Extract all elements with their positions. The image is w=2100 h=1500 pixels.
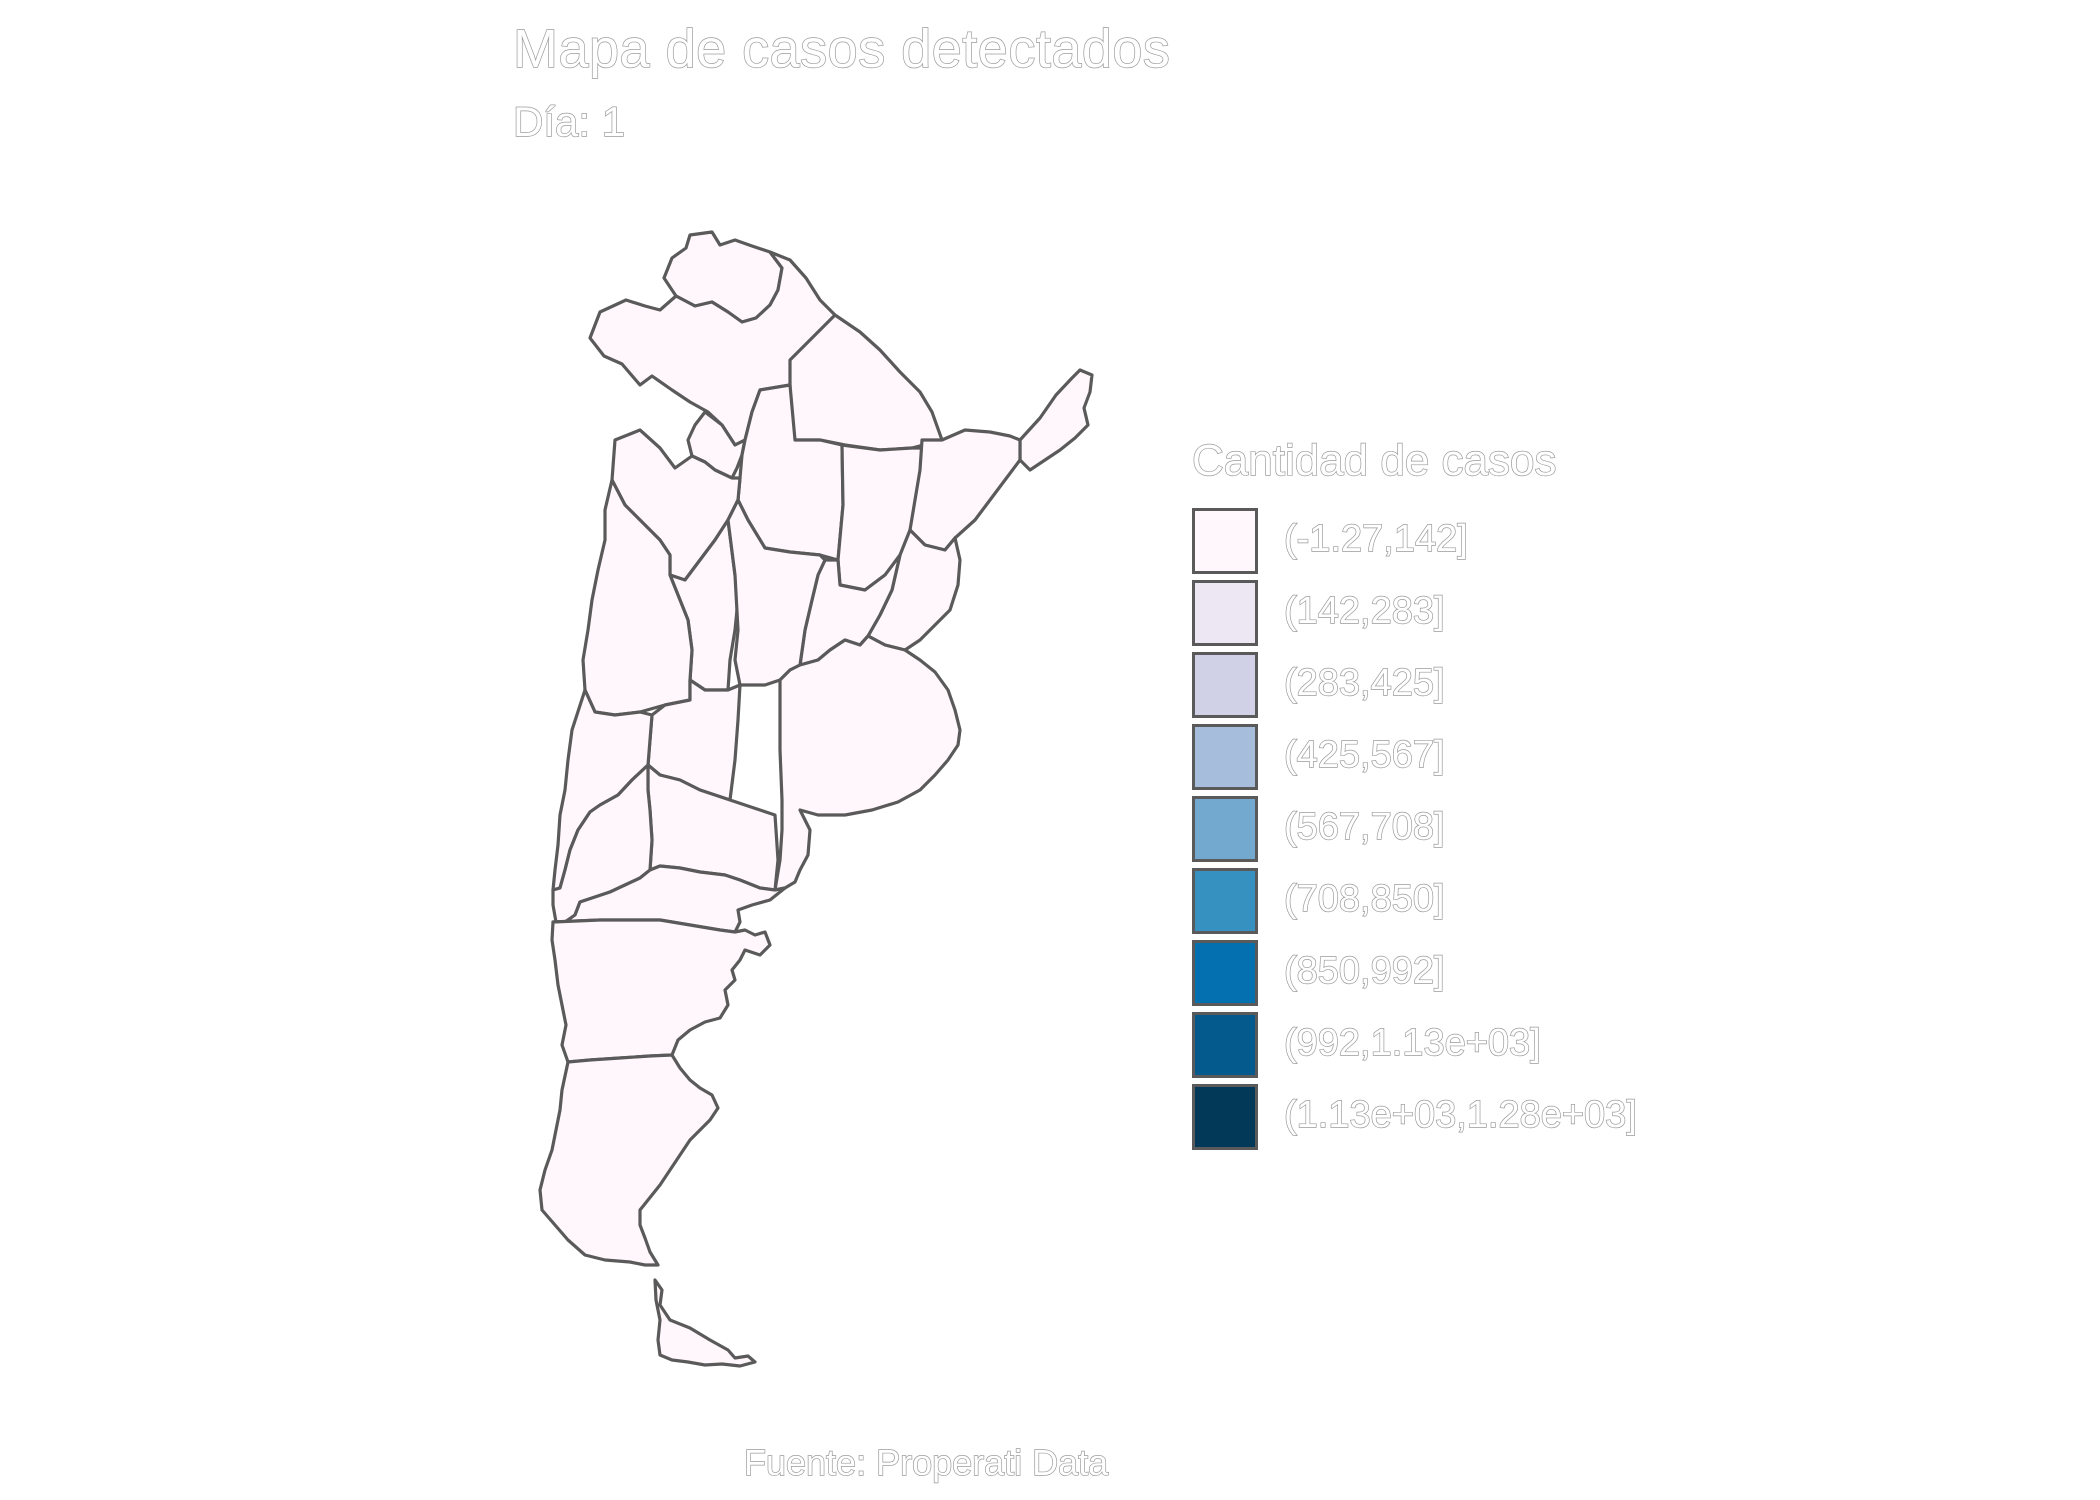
legend-swatch [1192,868,1258,934]
legend-item: (1.13e+03,1.28e+03] [1192,1084,1712,1154]
legend-label: (142,283] [1283,589,1445,632]
province-cordoba [726,498,827,687]
legend-label: (567,708] [1283,805,1445,848]
legend-label: (-1.27,142] [1283,517,1468,560]
legend-label: (1.13e+03,1.28e+03] [1283,1093,1637,1136]
province-misiones [1018,368,1094,472]
legend-item: (425,567] [1192,724,1712,794]
legend-label: (992,1.13e+03] [1283,1021,1541,1064]
legend-item: (708,850] [1192,868,1712,938]
map-title: Mapa de casos detectados [512,18,1171,79]
legend-swatch [1192,1012,1258,1078]
map-subtitle: Día: 1 [512,97,626,145]
legend-swatch [1192,724,1258,790]
map-caption: Fuente: Properati Data [743,1441,1109,1483]
province-santa-cruz [538,1053,720,1267]
legend-item: (-1.27,142] [1192,508,1712,578]
legend-swatch [1192,652,1258,718]
legend-item: (567,708] [1192,796,1712,866]
legend-item: (283,425] [1192,652,1712,722]
legend-swatch [1192,580,1258,646]
legend-label: (708,850] [1283,877,1445,920]
province-tierra-del-fuego [653,1278,757,1368]
legend-swatch [1192,1084,1258,1150]
province-corrientes [908,428,1022,552]
legend-item: (850,992] [1192,940,1712,1010]
legend-swatch [1192,940,1258,1006]
legend-swatch [1192,508,1258,574]
province-buenos-aires [773,634,962,892]
legend-label: (425,567] [1283,733,1445,776]
legend-title: Cantidad de casos [1191,435,1557,485]
legend-item: (992,1.13e+03] [1192,1012,1712,1082]
legend-label: (283,425] [1283,661,1445,704]
legend-label: (850,992] [1283,949,1445,992]
province-formosa [788,313,944,452]
legend-swatch [1192,796,1258,862]
legend-item: (142,283] [1192,580,1712,650]
province-chubut [550,918,772,1064]
